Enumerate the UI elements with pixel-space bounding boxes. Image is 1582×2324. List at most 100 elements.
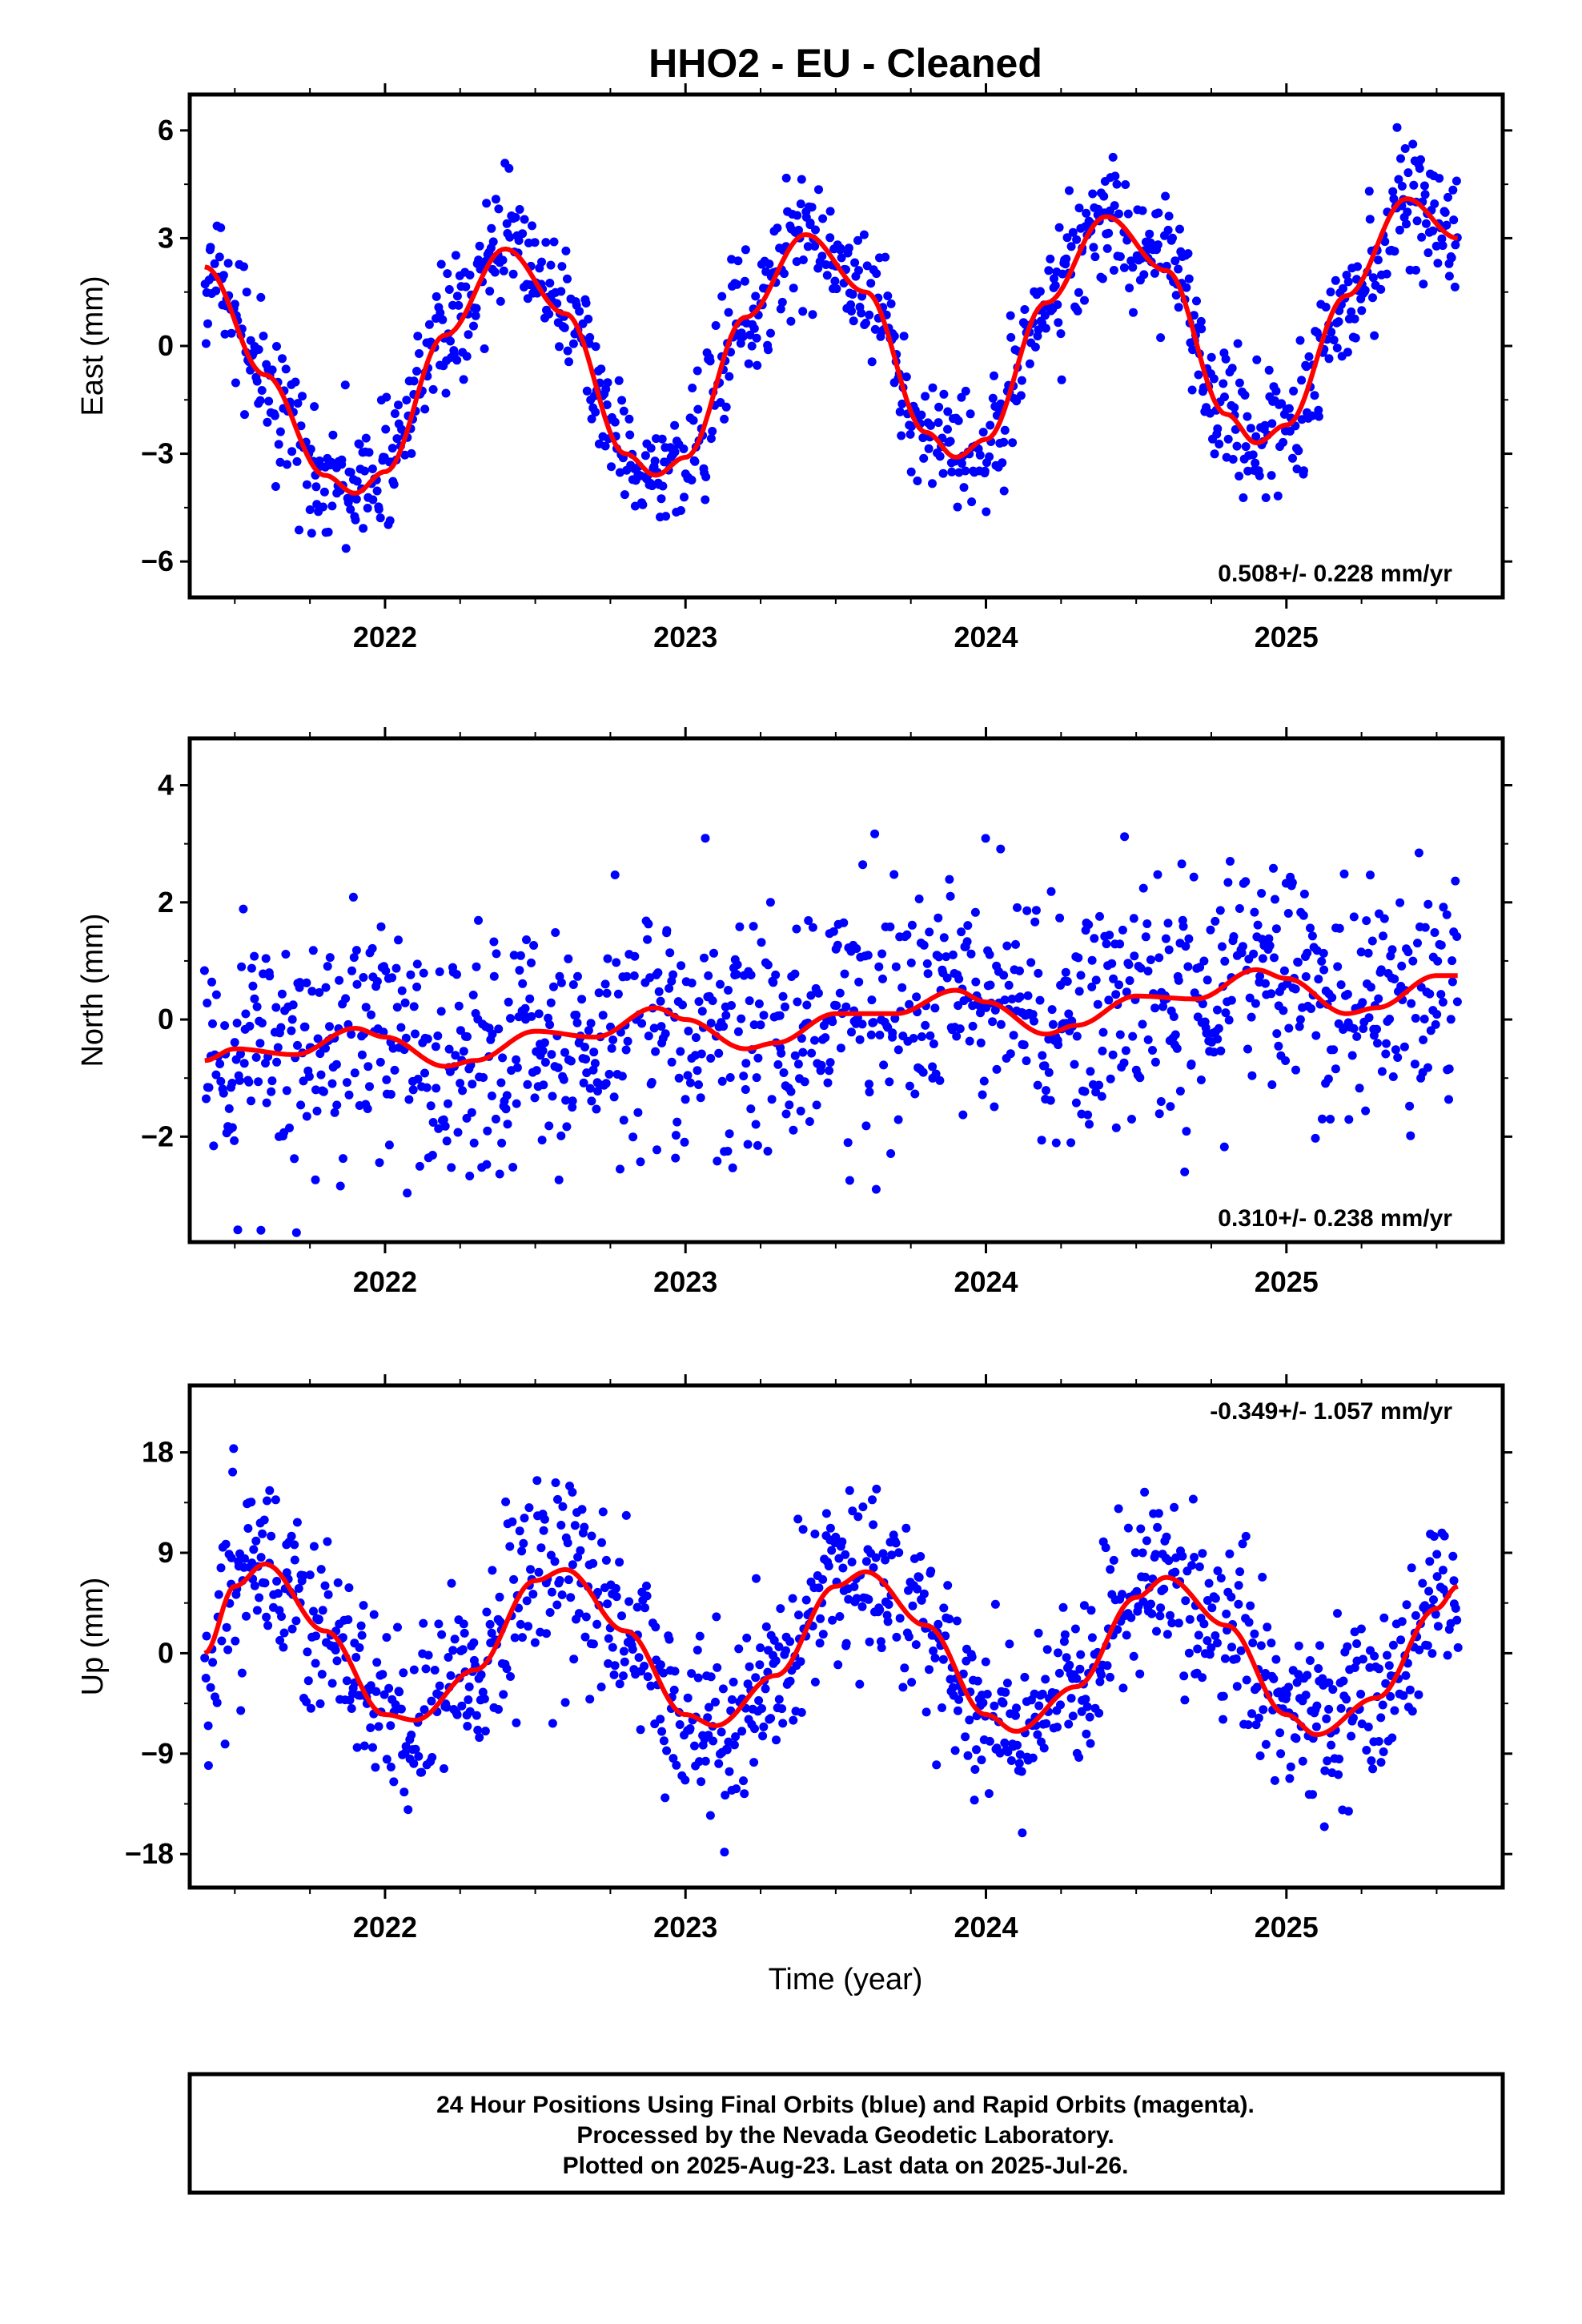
data-point (1181, 942, 1191, 951)
data-point (1286, 1762, 1295, 1771)
data-point (777, 297, 787, 307)
data-point (1299, 911, 1308, 920)
data-point (1298, 1756, 1307, 1766)
data-point (267, 1531, 276, 1541)
data-point (387, 973, 397, 983)
data-point (568, 980, 578, 989)
data-point (1229, 932, 1239, 941)
data-point (739, 1776, 748, 1786)
data-point (1207, 1643, 1216, 1653)
data-point (813, 988, 823, 998)
data-point (1375, 1664, 1383, 1674)
data-point (1314, 1664, 1323, 1673)
data-point (367, 943, 377, 953)
data-point (893, 1045, 903, 1055)
data-point (553, 1494, 562, 1504)
data-point (1207, 1603, 1217, 1613)
data-point (227, 1079, 237, 1088)
data-point (256, 1553, 266, 1562)
data-point (829, 927, 838, 936)
data-point (902, 930, 912, 939)
data-point (738, 332, 748, 341)
plot-frame-north (187, 736, 1505, 1244)
data-point (1318, 1674, 1327, 1683)
data-point (1317, 956, 1327, 966)
data-point (1332, 344, 1342, 352)
x-tick-label: 2022 (353, 621, 417, 653)
data-point (1310, 391, 1319, 400)
data-point (703, 1713, 713, 1723)
data-point (1187, 385, 1197, 395)
data-point (911, 1640, 921, 1650)
data-point (382, 1075, 391, 1084)
data-point (1074, 987, 1084, 996)
data-point (866, 1030, 876, 1039)
data-point (822, 271, 832, 280)
data-point (1169, 1012, 1178, 1021)
data-point (311, 1175, 320, 1184)
data-point (714, 1759, 724, 1768)
data-point (498, 1053, 508, 1063)
data-point (303, 1647, 312, 1657)
data-point (690, 1741, 699, 1751)
data-point (870, 829, 880, 838)
data-point (712, 1612, 721, 1622)
data-point (901, 372, 911, 382)
data-point (1324, 1678, 1334, 1687)
data-point (502, 1091, 512, 1100)
data-point (966, 949, 976, 959)
data-point (1108, 1050, 1118, 1059)
data-point (1359, 1024, 1368, 1033)
data-point (1022, 906, 1032, 915)
data-point (926, 1566, 936, 1576)
data-point (229, 1444, 239, 1454)
data-point (1152, 1626, 1161, 1636)
data-point (275, 427, 285, 436)
data-point (1170, 1502, 1179, 1512)
data-point (347, 1704, 356, 1713)
data-point (725, 372, 734, 381)
data-point (1035, 995, 1045, 1005)
data-point (270, 411, 279, 420)
data-point (251, 1536, 261, 1546)
data-point (1006, 332, 1016, 342)
data-point (347, 1030, 356, 1039)
data-point (464, 1695, 473, 1704)
data-point (518, 229, 528, 239)
data-point (767, 1095, 777, 1104)
data-point (1112, 179, 1122, 189)
y-tick-label: −2 (141, 1120, 174, 1152)
data-point (452, 356, 462, 365)
data-point (689, 416, 698, 425)
data-point (1305, 1656, 1315, 1665)
data-point (932, 1760, 942, 1770)
data-point (1234, 1599, 1243, 1609)
data-point (427, 1696, 436, 1706)
data-point (939, 1603, 949, 1613)
data-point (236, 1049, 245, 1059)
data-point (1163, 225, 1173, 235)
y-tick-label: −3 (141, 437, 174, 470)
y-tick-label: 6 (158, 114, 174, 147)
data-point (1148, 1046, 1157, 1055)
data-point (1432, 1550, 1442, 1559)
data-point (818, 1630, 828, 1639)
data-point (302, 978, 311, 987)
data-point (1432, 1572, 1442, 1582)
data-point (958, 1669, 968, 1679)
data-point (1347, 1051, 1357, 1060)
data-point (966, 409, 975, 419)
data-point (1412, 216, 1422, 226)
data-point (1295, 1022, 1304, 1031)
data-point (589, 1047, 599, 1057)
data-point (479, 1073, 488, 1082)
data-point (906, 467, 916, 476)
data-point (1350, 1663, 1359, 1672)
data-point (367, 1010, 375, 1019)
data-point (1042, 1645, 1052, 1655)
data-point (929, 1039, 938, 1048)
data-point (1188, 345, 1198, 355)
data-point (688, 384, 697, 392)
data-point (496, 296, 505, 306)
data-point (1297, 376, 1307, 385)
